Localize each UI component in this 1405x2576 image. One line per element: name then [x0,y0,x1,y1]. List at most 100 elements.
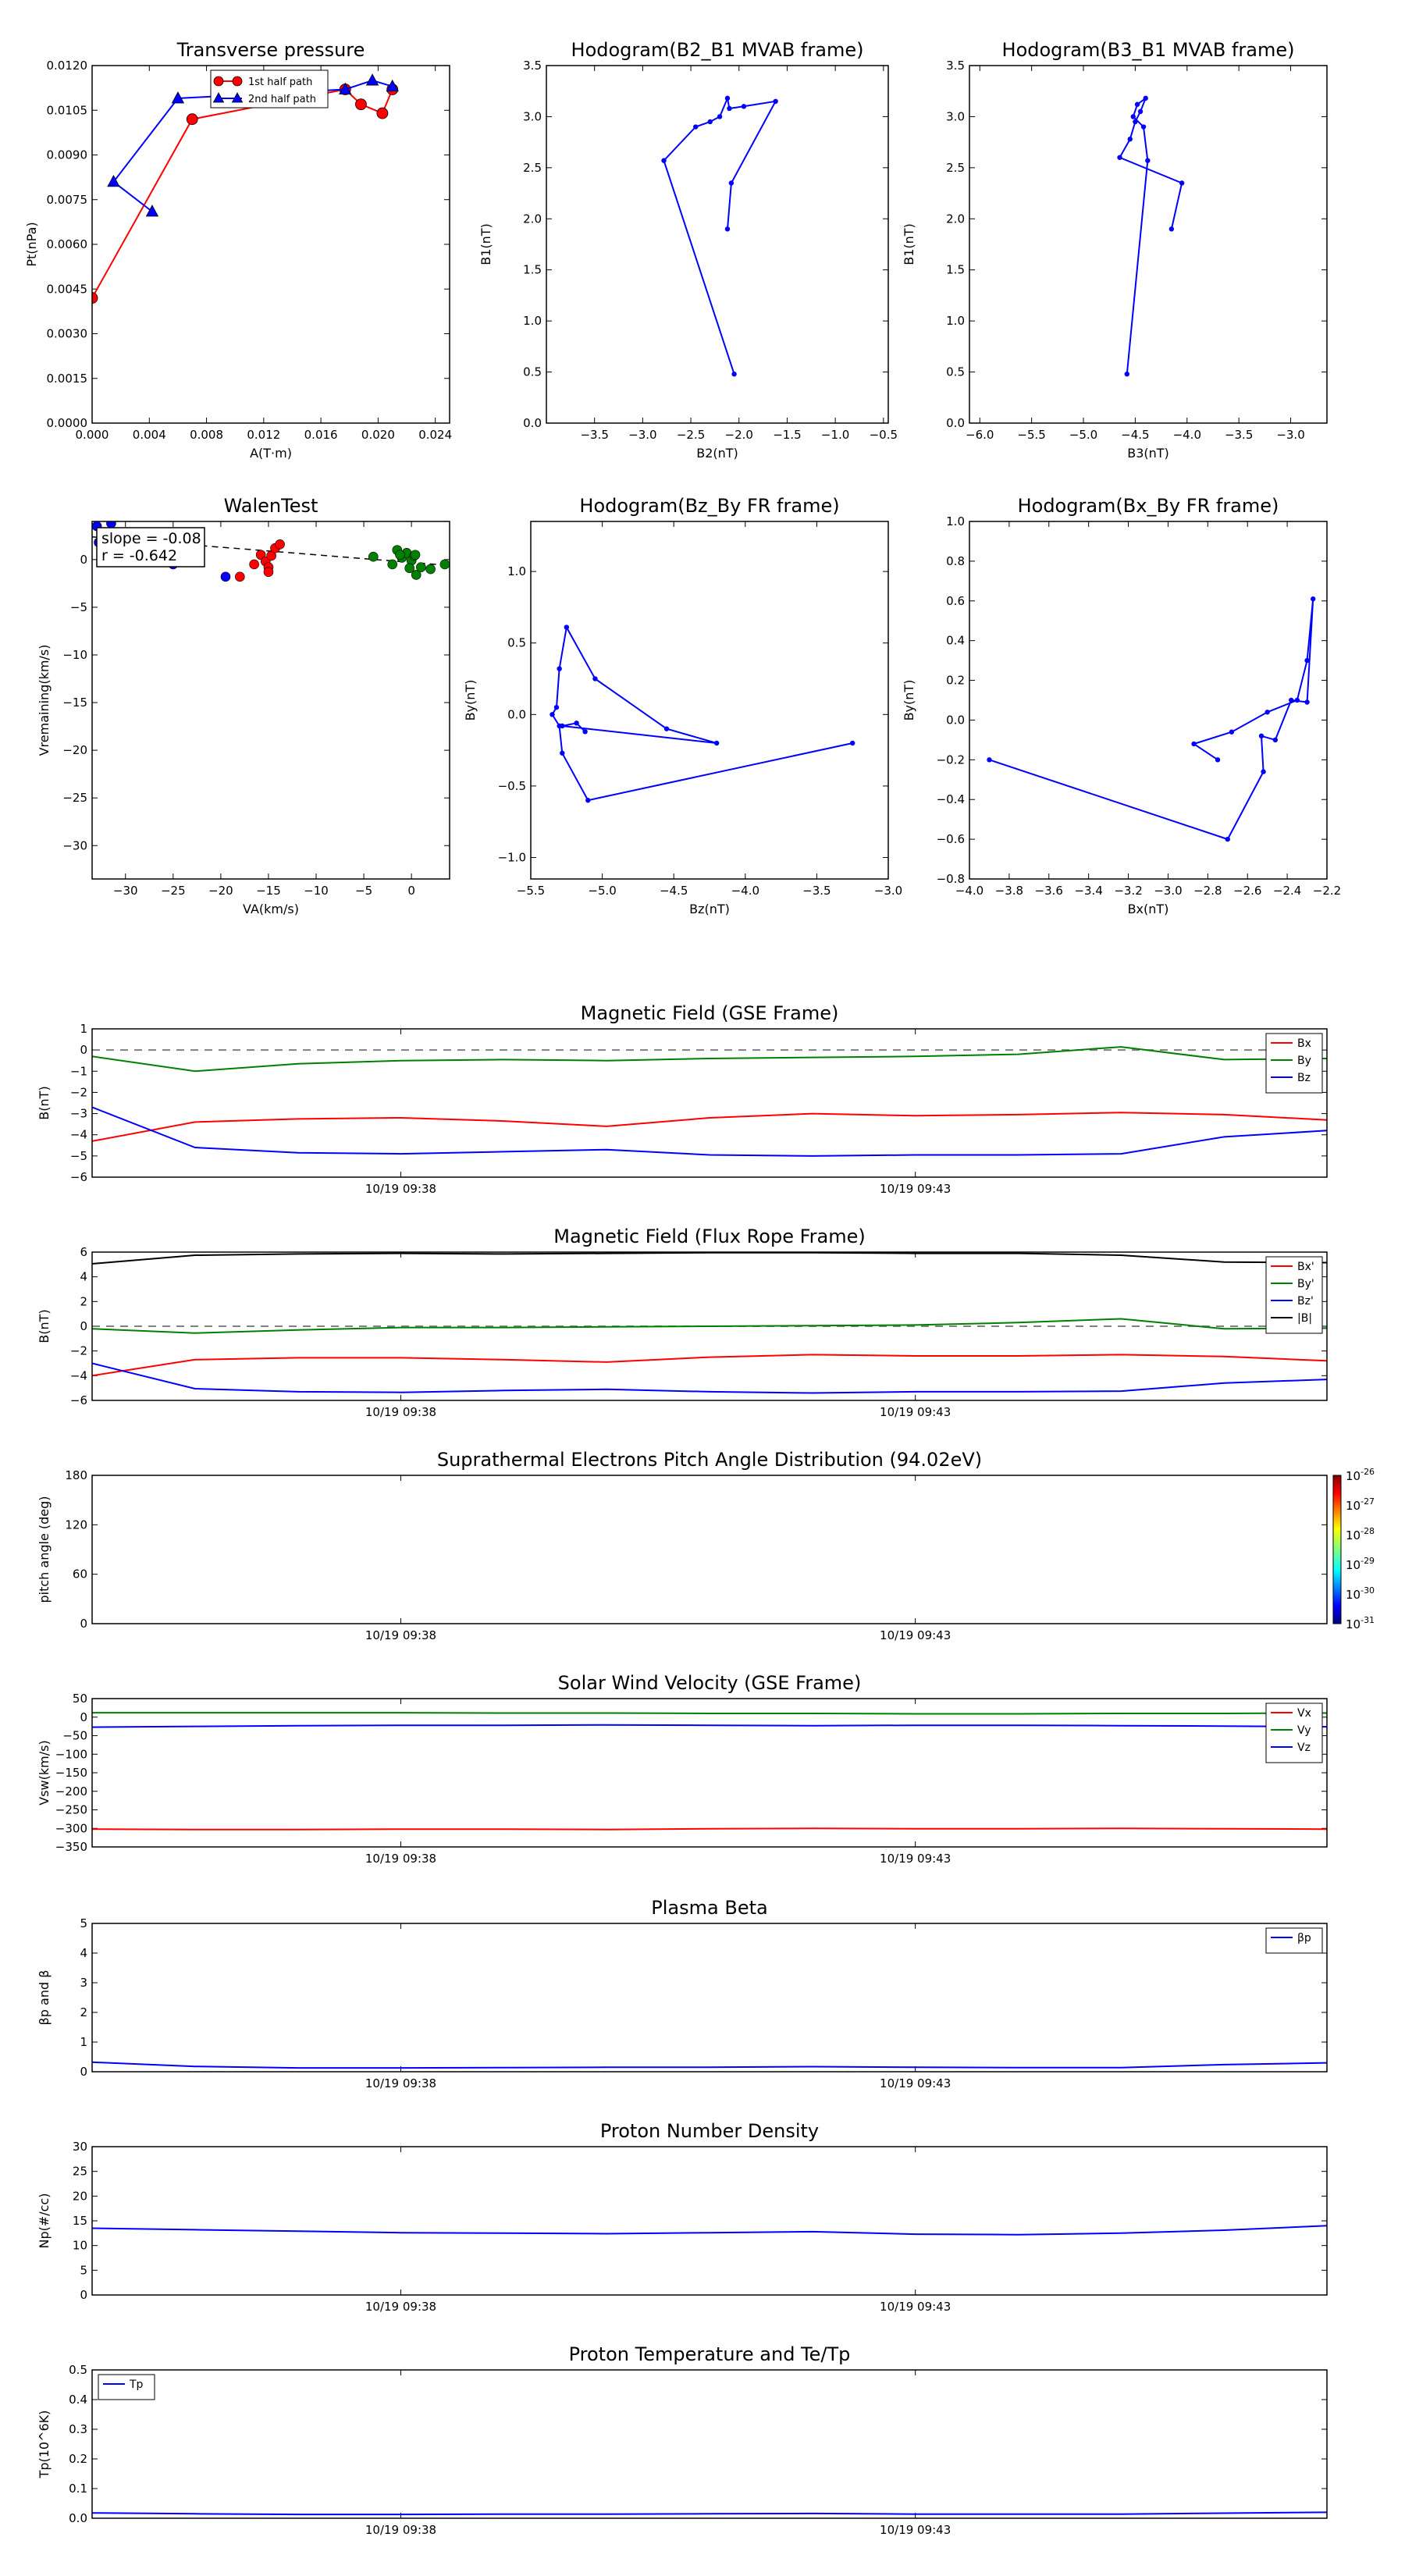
scatter-point [439,559,450,570]
x-tick-label: −3.0 [874,884,902,898]
ticks: 10/19 09:38 10/19 09:43 −6 −5 −4 −3 −2 −1 0 1 [70,1022,1327,1196]
data-point [339,82,352,94]
x-tick-label: 10/19 09:43 [880,1182,951,1196]
chart-title: Proton Number Density [600,2120,819,2142]
data-point [987,757,992,763]
x-axis-label: Bx(nT) [1128,902,1169,916]
x-tick-label: 10/19 09:43 [880,2523,951,2537]
chart-title: Hodogram(B2_B1 MVAB frame) [571,39,864,61]
y-axis-label: B1(nT) [902,223,916,265]
y-tick-label: −0.8 [937,872,965,886]
y-tick-label: 3.0 [523,109,542,123]
x-axis-label: Bz(nT) [689,902,730,916]
x-tick-label: −3.0 [628,428,656,442]
legend: 1st half path 2nd half path [210,69,329,109]
y-tick-label: 2.0 [946,212,965,226]
annotation-text: r = -0.642 [101,547,177,564]
legend-box [210,69,329,109]
legend: Vx Vy Vz [1265,1703,1323,1763]
axes-frame [530,521,889,880]
y-tick-label: 0.5 [946,365,965,379]
data-point [1272,737,1279,743]
y-tick-label: 3.0 [946,109,965,123]
data-point [560,750,565,756]
y-axis-label: By(nT) [902,680,916,721]
x-tick-label: −1.0 [821,428,849,442]
data-point [850,740,855,746]
chart-beta: Plasma Beta 10/19 09:38 10/19 09:43 0 1 2 3 4 5 β… [37,1897,1328,2090]
plot-area [1117,95,1185,377]
chart-title: Hodogram(B3_B1 MVAB frame) [1002,39,1295,61]
scatter-point [425,564,436,575]
y-tick-label: 3 [80,1976,87,1990]
x-tick-label: −2.4 [1273,884,1301,898]
series-line [92,1252,1327,1265]
x-tick-label: −4.0 [1173,428,1201,442]
annotation-text: slope = -0.08 [101,530,201,547]
y-tick-label: −3 [70,1107,87,1121]
chart-title: Suprathermal Electrons Pitch Angle Distr… [437,1449,982,1471]
x-tick-label: −20 [208,884,233,898]
y-tick-label: 0.0090 [47,148,88,162]
y-axis-label: Vremaining(km/s) [37,645,52,756]
y-tick-label: 0.0 [69,2511,87,2525]
data-point [728,180,735,186]
data-point [1133,119,1138,125]
chart-title: Magnetic Field (GSE Frame) [581,1002,839,1024]
y-tick-label: −200 [55,1784,87,1799]
y-axis-label: B(nT) [37,1309,52,1343]
data-point [693,124,699,130]
y-tick-label: 0 [80,2065,87,2079]
colorbar-bar [1332,1475,1342,1624]
plot-area [92,2225,1327,2236]
axes-frame [969,521,1328,880]
data-point [1145,158,1151,163]
y-tick-label: 0.4 [69,2393,87,2407]
axes-frame [969,65,1328,424]
y-tick-label: −250 [55,1803,87,1817]
chart-title: Transverse pressure [176,39,365,61]
colorbar-exponent: -29 [1361,1556,1375,1566]
data-point [557,666,562,671]
data-point [355,98,367,111]
x-tick-label: −5.5 [1017,428,1045,442]
x-axis-label: B3(nT) [1127,446,1169,461]
y-tick-label: 0.0 [523,416,542,430]
y-tick-label: −1.0 [498,851,526,865]
scatter-point [411,570,422,580]
data-point [376,107,389,119]
series-vz [92,1724,1327,1728]
x-tick-label: 10/19 09:38 [365,2523,436,2537]
series-line [551,624,853,802]
y-tick-label: 0 [80,1710,87,1724]
legend-box [98,2374,155,2400]
y-tick-label: 0.0030 [47,327,88,341]
chart-mag_gse: Magnetic Field (GSE Frame)10/19 09:38 10/… [37,1002,1328,1196]
y-tick-label: 5 [80,2263,87,2277]
y-tick-label: 20 [73,2189,87,2203]
x-tick-label: −3.8 [995,884,1023,898]
data-point [1127,137,1133,142]
axes-frame [91,1475,1328,1624]
axes-frame [91,1028,1328,1178]
chart-walen_test: WalenTest−30 −25 −20 −15 −10 −5 0−30−25−20−15−… [37,495,450,916]
colorbar-base: 10 [1346,1469,1361,1483]
y-tick-label: 4 [80,1270,87,1284]
scatter-point [404,563,415,574]
series-line [92,1827,1327,1831]
annotation: slope = -0.08r = -0.642 [96,527,205,568]
series-line [92,1724,1327,1728]
data-point [560,723,565,729]
legend-marker [213,76,224,87]
y-axis-label: Np(#/cc) [37,2194,52,2249]
scatter-point [395,550,405,560]
x-tick-label: −3.0 [1154,884,1182,898]
series-line [92,2061,1327,2069]
chart-title: Magnetic Field (Flux Rope Frame) [553,1226,865,1247]
colorbar-label: 10-30 [1346,1585,1375,1602]
legend-label: 2nd half path [248,94,316,105]
series-green [368,545,450,580]
y-tick-label: 1.5 [946,263,965,277]
legend-box [1265,1256,1323,1334]
y-tick-label: −25 [62,791,87,805]
